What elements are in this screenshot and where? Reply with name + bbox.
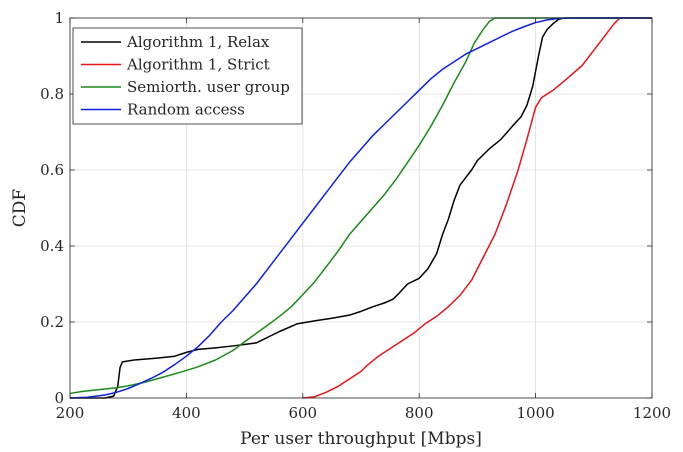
series-line-semiorth-user-group bbox=[69, 17, 652, 395]
x-axis-title: Per user throughput [Mbps] bbox=[240, 429, 482, 449]
x-tick-label: 600 bbox=[288, 404, 317, 422]
series-lines bbox=[69, 17, 652, 399]
y-tick-label: 1 bbox=[54, 9, 64, 27]
series-line-random-access bbox=[69, 17, 652, 399]
x-tick-label: 800 bbox=[405, 404, 434, 422]
x-tick-label: 1000 bbox=[517, 404, 555, 422]
plot-frame bbox=[69, 17, 653, 399]
y-tick-label: 0.2 bbox=[40, 313, 64, 331]
series-line-algorithm-1-strict bbox=[302, 17, 652, 399]
y-axis-title: CDF bbox=[10, 189, 30, 228]
axis-ticks: 200 400 600 800 1000 1200 0 0.2 0.4 0.6 0.8 1 bbox=[40, 9, 671, 422]
y-tick-label: 0.6 bbox=[40, 161, 64, 179]
y-tick-label: 0 bbox=[54, 389, 64, 407]
y-tick-label: 0.8 bbox=[40, 85, 64, 103]
legend: Algorithm 1, Relax Algorithm 1, Strict Sem… bbox=[72, 27, 303, 125]
legend-label: Algorithm 1, Relax bbox=[126, 33, 270, 51]
x-tick-label: 400 bbox=[172, 404, 201, 422]
grid-lines bbox=[69, 17, 653, 399]
series-line-algorithm-1-relax bbox=[70, 17, 652, 399]
legend-label: Semiorth. user group bbox=[127, 78, 290, 96]
y-tick-label: 0.4 bbox=[40, 237, 64, 255]
x-tick-label: 200 bbox=[56, 404, 85, 422]
x-tick-label: 1200 bbox=[633, 404, 671, 422]
legend-label: Random access bbox=[127, 101, 245, 119]
legend-label: Algorithm 1, Strict bbox=[126, 56, 270, 74]
legend-box bbox=[72, 27, 303, 125]
